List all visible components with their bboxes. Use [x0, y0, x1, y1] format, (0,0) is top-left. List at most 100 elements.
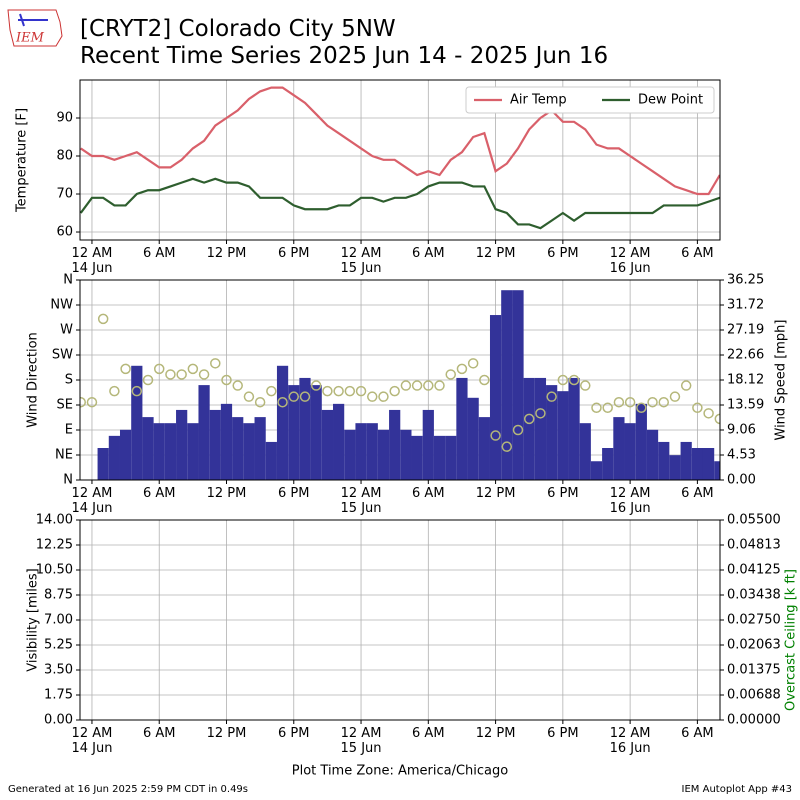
point [490, 430, 501, 441]
point [165, 369, 176, 380]
bar [119, 429, 132, 480]
point [367, 391, 378, 402]
x-tick-label: 6 AM [142, 486, 176, 501]
bar [164, 423, 177, 480]
bar [691, 448, 703, 480]
point [400, 380, 412, 391]
bar [658, 441, 670, 480]
point [636, 402, 647, 414]
x-tick-label: 6 AM [681, 726, 714, 741]
bar [445, 435, 457, 480]
point [86, 396, 98, 408]
point [109, 385, 120, 397]
footer-left: Generated at 16 Jun 2025 2:59 PM CDT in … [8, 784, 249, 795]
y2-tick-label: 0.05500 [727, 513, 781, 528]
y-tick-label: 60 [56, 225, 73, 240]
point [647, 396, 658, 408]
y-tick-label: SE [57, 398, 73, 413]
y-tick-label: NE [55, 448, 73, 463]
y2-tick-label: 18.12 [727, 373, 764, 388]
point [580, 380, 591, 391]
y2-tick-label: 31.72 [727, 298, 764, 313]
legend-label: Dew Point [638, 93, 703, 108]
title-line: [CRYT2] Colorado City 5NW [80, 16, 396, 42]
point [389, 385, 400, 397]
point [613, 396, 625, 408]
x-tick-label: 12 AM 14 Jun [71, 486, 113, 516]
bar [702, 448, 715, 480]
y2-tick-label: 9.06 [727, 423, 756, 438]
bar [467, 397, 479, 480]
x-tick-label: 6 AM [142, 246, 176, 261]
y-tick-label: 80 [56, 149, 73, 164]
point [310, 380, 322, 391]
bar [389, 409, 401, 480]
y2-tick-label: 0.04125 [727, 563, 781, 578]
y-tick-label: 90 [56, 111, 73, 126]
point [692, 402, 703, 414]
x-tick-label: 12 PM [475, 246, 516, 261]
point [467, 358, 479, 369]
y-axis-label: Temperature [F] [15, 108, 30, 213]
point [288, 391, 300, 402]
x-tick-label: 6 PM [278, 246, 310, 261]
point [624, 396, 636, 408]
bar [557, 391, 569, 480]
x-tick-label: 6 AM [681, 486, 714, 501]
y-tick-label: 8.75 [44, 588, 73, 603]
bar [187, 423, 199, 480]
point [344, 385, 356, 397]
point [501, 441, 513, 452]
bar [344, 429, 356, 480]
point [254, 396, 266, 408]
bar [366, 423, 378, 480]
bar [254, 417, 266, 480]
y-tick-label: E [65, 423, 73, 438]
x-tick-label: 6 PM [547, 726, 579, 741]
bar [546, 385, 558, 480]
point [658, 396, 670, 408]
point [411, 380, 423, 391]
y2-tick-label: 22.66 [727, 348, 764, 363]
point [131, 385, 143, 397]
y2-axis-label: Wind Speed [mph] [774, 320, 789, 441]
line-series [80, 177, 720, 230]
bar [512, 290, 524, 480]
point [591, 402, 602, 414]
bar [635, 403, 647, 480]
bar [377, 429, 390, 480]
logo: IEM [7, 9, 63, 47]
x-tick-label: 6 AM [681, 246, 714, 261]
point [97, 313, 109, 325]
y2-tick-label: 0.00688 [727, 688, 781, 703]
point [221, 374, 232, 386]
x-tick-label: 12 AM 16 Jun [609, 486, 651, 516]
x-tick-label: 6 PM [547, 486, 579, 501]
y-axis-label: Wind Direction [26, 332, 41, 428]
legend-label: Air Temp [510, 93, 567, 108]
bar [333, 403, 345, 480]
x-tick-label: 12 AM 16 Jun [609, 726, 651, 756]
bar [288, 385, 300, 480]
plot-area [80, 290, 720, 480]
point [434, 380, 445, 391]
bar [209, 409, 221, 480]
x-tick-label: 12 AM 15 Jun [340, 486, 382, 516]
bar [714, 461, 720, 480]
bar [646, 429, 659, 480]
point [378, 391, 389, 402]
y-tick-label: N [63, 273, 73, 288]
point [277, 396, 288, 408]
bar [321, 409, 334, 480]
bar [97, 448, 109, 480]
bar [422, 409, 434, 480]
x-tick-label: 12 AM 14 Jun [71, 726, 113, 756]
point [423, 380, 434, 391]
x-tick-label: 12 AM 15 Jun [340, 726, 382, 756]
point [187, 363, 199, 375]
x-tick-label: 6 AM [412, 246, 445, 261]
x-tick-label: 6 PM [278, 486, 310, 501]
point [322, 385, 333, 397]
y-axis-label: Visibility [miles] [26, 568, 41, 671]
